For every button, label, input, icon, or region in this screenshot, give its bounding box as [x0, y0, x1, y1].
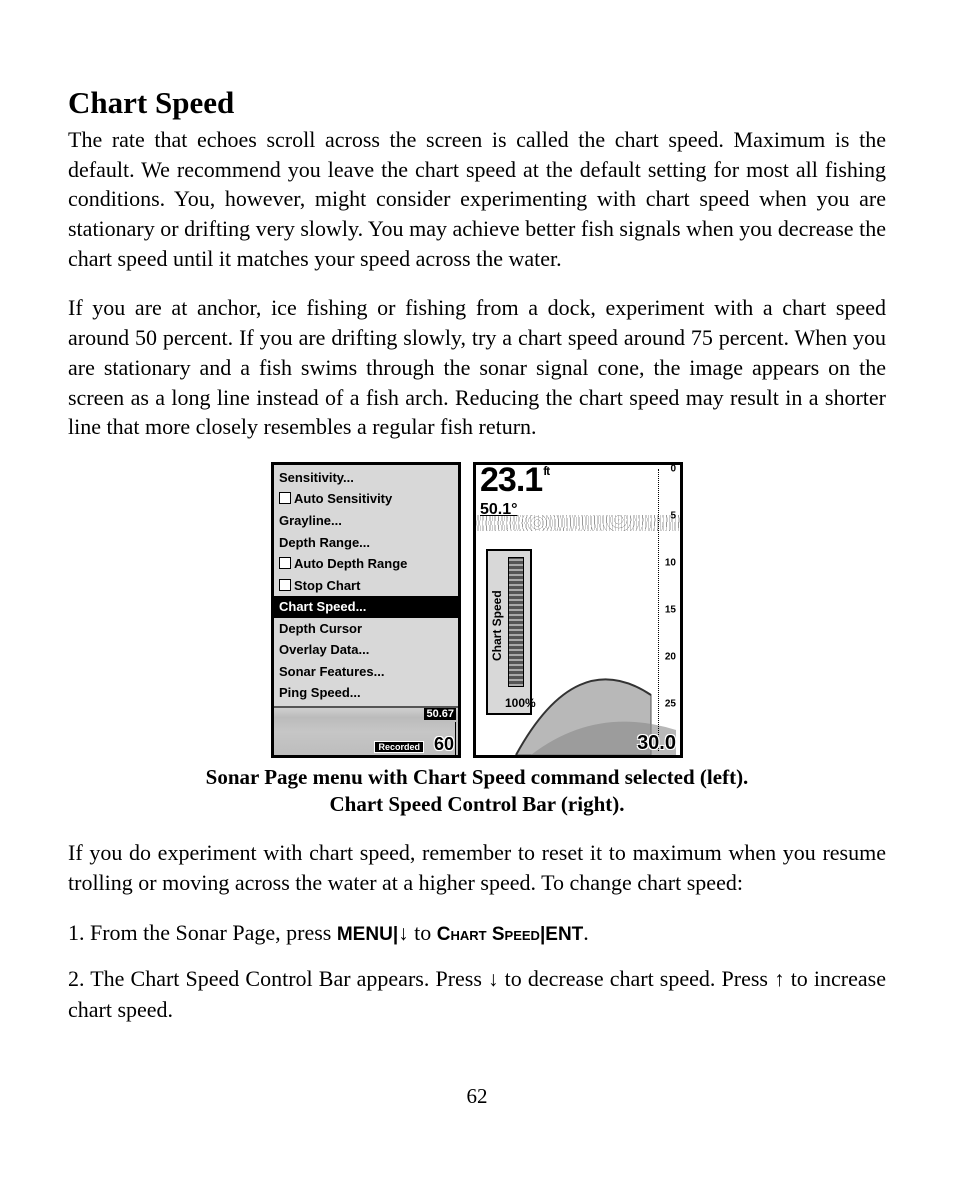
sonar-menu-list: Sensitivity... Auto Sensitivity Grayline..… [274, 465, 458, 708]
menu-screenshot: Sensitivity... Auto Sensitivity Grayline..… [271, 462, 461, 758]
sonar-depth-unit: ft [543, 464, 549, 478]
chart-speed-command-label: Chart Speed [437, 924, 540, 945]
menu-item: Depth Cursor [274, 618, 458, 640]
sonar-range-bottom: 30.0 [637, 732, 676, 755]
sonar-depth-readout: 23.1ft [480, 465, 549, 496]
scale-label: 0 [670, 463, 676, 474]
sonar-depth-scale: 0510152025 [658, 469, 678, 751]
menu-item-label: Chart Speed... [279, 599, 366, 614]
menu-item: Overlay Data... [274, 639, 458, 661]
menu-item: Depth Range... [274, 532, 458, 554]
down-arrow-icon: ↓ [488, 968, 499, 991]
body-paragraph-3: If you do experiment with chart speed, r… [68, 838, 886, 897]
scale-label: 20 [665, 651, 676, 662]
menu-item-label: Grayline... [279, 513, 342, 528]
menu-item: Ping Speed... [274, 682, 458, 704]
menu-item: Stop Chart [274, 575, 458, 597]
scale-label: 10 [665, 557, 676, 568]
manual-page: Chart Speed The rate that echoes scroll … [0, 0, 954, 1199]
up-arrow-icon: ↑ [774, 968, 785, 991]
menu-item: Grayline... [274, 510, 458, 532]
step-2: 2. The Chart Speed Control Bar appears. … [68, 964, 886, 1024]
menu-item-label: Depth Range... [279, 535, 370, 550]
sonar-screenshot: 23.1ft 50.1° Chart Speed 100% 05101520 [473, 462, 683, 758]
step-1: 1. From the Sonar Page, press MENU|↓ to … [68, 918, 886, 948]
menu-item: Auto Sensitivity [274, 488, 458, 510]
caption-line-1: Sonar Page menu with Chart Speed command… [206, 765, 749, 789]
menu-depth-readout: 50.67 [424, 708, 456, 720]
ent-key-label: ENT [545, 924, 583, 945]
sonar-depth-value: 23.1 [480, 462, 542, 499]
menu-key-label: MENU [337, 924, 393, 945]
menu-item: Sensitivity... [274, 467, 458, 489]
menu-item-label: Auto Depth Range [294, 556, 407, 571]
body-paragraph-1: The rate that echoes scroll across the s… [68, 125, 886, 273]
step2-text-mid: to decrease chart speed. Press [499, 966, 775, 991]
caption-line-2: Chart Speed Control Bar (right). [330, 792, 625, 816]
menu-screenshot-bottom: 50.67 Recorded 60 [274, 708, 458, 755]
menu-item: Chart Speed... [274, 596, 458, 618]
body-paragraph-2: If you are at anchor, ice fishing or fis… [68, 293, 886, 441]
menu-item-label: Stop Chart [294, 578, 360, 593]
menu-item: Sonar Features... [274, 661, 458, 683]
menu-depth-large: 60 [434, 734, 454, 755]
menu-item-label: Ping Speed... [279, 685, 361, 700]
checkbox-icon [279, 492, 291, 504]
step2-text-pre: 2. The Chart Speed Control Bar appears. … [68, 966, 488, 991]
menu-item-label: Sonar Features... [279, 664, 384, 679]
down-arrow-icon: ↓ [398, 922, 409, 945]
figure-row: Sensitivity... Auto Sensitivity Grayline..… [68, 462, 886, 758]
menu-item-label: Depth Cursor [279, 621, 362, 636]
checkbox-icon [279, 579, 291, 591]
menu-item-label: Sensitivity... [279, 470, 354, 485]
sonar-temp-readout: 50.1° [480, 501, 518, 519]
menu-item-label: Overlay Data... [279, 642, 369, 657]
checkbox-icon [279, 557, 291, 569]
step1-text-end: . [583, 920, 589, 945]
page-number: 62 [0, 1084, 954, 1109]
scale-label: 25 [665, 698, 676, 709]
step1-text-to: to [409, 920, 437, 945]
recorded-label: Recorded [374, 741, 424, 753]
scale-label: 5 [670, 510, 676, 521]
menu-item-label: Auto Sensitivity [294, 491, 392, 506]
section-heading: Chart Speed [68, 85, 886, 121]
step1-text-pre: 1. From the Sonar Page, press [68, 920, 337, 945]
sonar-scale-line [658, 469, 660, 751]
menu-item: Auto Depth Range [274, 553, 458, 575]
figure-caption: Sonar Page menu with Chart Speed command… [68, 764, 886, 819]
scale-label: 15 [665, 604, 676, 615]
